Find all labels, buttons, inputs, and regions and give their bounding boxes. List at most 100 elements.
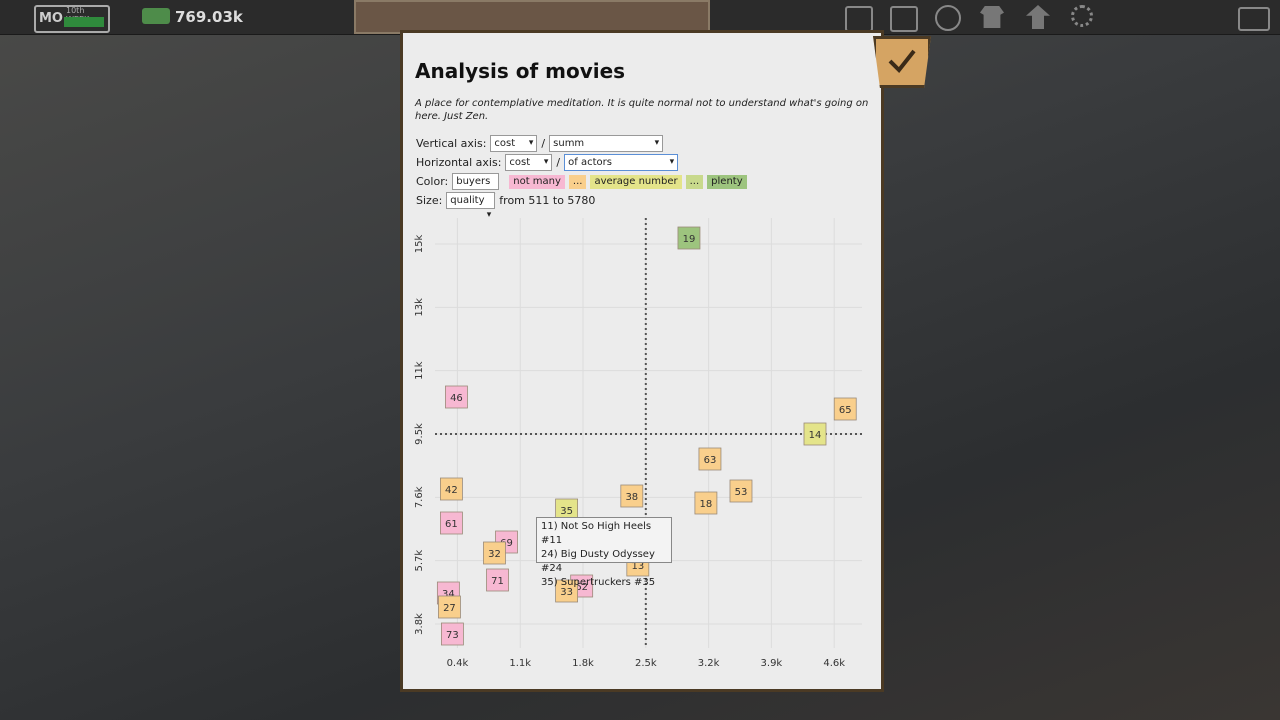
point: 32 xyxy=(483,541,506,565)
point-label: 63 xyxy=(704,455,717,466)
point-label: 19 xyxy=(683,234,696,245)
point-marker xyxy=(486,568,509,592)
point-label: 14 xyxy=(809,430,822,441)
point-marker xyxy=(729,479,753,503)
y-tick-label: 5.7k xyxy=(414,550,425,572)
point-label: 53 xyxy=(735,487,748,498)
legend-entry: not many xyxy=(509,174,565,189)
point-label: 69 xyxy=(500,538,513,549)
tooltip-line: 11) Not So High Heels #11 xyxy=(541,521,652,546)
point-marker xyxy=(440,511,463,535)
separator: / xyxy=(556,156,561,169)
x-tick-label: 1.1k xyxy=(509,658,531,669)
point-marker xyxy=(438,595,461,619)
confirm-button[interactable] xyxy=(873,36,931,88)
settings-icon[interactable] xyxy=(1071,5,1093,27)
calendar: MO 10th WEEK xyxy=(34,5,110,33)
point-label: 33 xyxy=(560,587,573,598)
select[interactable]: summ xyxy=(549,135,664,152)
horizontal-axis-row: Horizontal axis: cost / of actors xyxy=(416,154,679,171)
label: Horizontal axis: xyxy=(416,156,502,169)
label: Size: xyxy=(416,194,443,207)
point: 38 xyxy=(620,484,644,508)
point-marker xyxy=(803,422,827,446)
point: 46 xyxy=(445,385,468,409)
y-tick-label: 13k xyxy=(414,298,425,317)
select[interactable]: quality xyxy=(446,192,496,223)
legend-entry: average number xyxy=(590,174,682,189)
point-marker xyxy=(440,477,463,501)
x-tick-label: 3.9k xyxy=(761,658,783,669)
vertical-axis-row: Vertical axis: cost / summ xyxy=(416,135,664,152)
point-marker xyxy=(555,579,578,603)
menu-icon[interactable] xyxy=(980,6,1004,28)
point: 73 xyxy=(441,622,464,646)
point: 14 xyxy=(803,422,827,446)
point-label: 38 xyxy=(625,492,638,503)
tooltip-line: 24) Big Dusty Odyssey #24 xyxy=(541,549,655,574)
dialog-title: Analysis of movies xyxy=(415,59,626,83)
description: A place for contemplative meditation. It… xyxy=(415,98,869,122)
point-marker xyxy=(694,491,718,515)
point-label: 61 xyxy=(445,519,458,530)
x-tick-label: 0.4k xyxy=(447,658,469,669)
y-tick-label: 15k xyxy=(414,235,425,254)
point-marker xyxy=(833,397,857,421)
tooltip-line: 35) Supertruckers #35 xyxy=(541,577,656,588)
time-display xyxy=(64,17,104,27)
menu-icon[interactable] xyxy=(935,5,961,31)
point: 65 xyxy=(833,397,857,421)
label: Vertical axis: xyxy=(416,137,487,150)
point-label: 73 xyxy=(446,630,459,641)
select[interactable]: buyers xyxy=(452,173,500,204)
x-tick-label: 1.8k xyxy=(572,658,594,669)
point: 63 xyxy=(698,447,722,471)
point: 71 xyxy=(486,568,509,592)
point-label: 46 xyxy=(450,393,463,404)
point-label: 27 xyxy=(443,603,456,614)
point-label: 65 xyxy=(839,405,852,416)
legend-entry: plenty xyxy=(707,174,747,189)
tooltip: 11) Not So High Heels #11 24) Big Dusty O… xyxy=(536,517,672,588)
point: 61 xyxy=(440,511,463,535)
money-icon xyxy=(142,8,170,24)
x-tick-label: 4.6k xyxy=(823,658,845,669)
point: 27 xyxy=(438,595,461,619)
point-label: 71 xyxy=(491,576,504,587)
point-marker xyxy=(445,385,468,409)
select[interactable]: cost xyxy=(505,154,553,171)
menu-icon[interactable] xyxy=(890,6,918,32)
day: MO xyxy=(39,11,63,26)
point-marker xyxy=(620,484,644,508)
separator: / xyxy=(541,137,546,150)
color-row: Color: buyers not many...average number.… xyxy=(416,173,747,204)
legend-entry: ... xyxy=(568,174,587,189)
point: 18 xyxy=(694,491,718,515)
point-label: 42 xyxy=(445,485,458,496)
size-row: Size: quality from 511 to 5780 xyxy=(416,192,595,223)
checkmark-icon xyxy=(888,49,916,74)
point: 19 xyxy=(677,226,701,250)
point: 33 xyxy=(555,579,578,603)
y-tick-label: 9.5k xyxy=(414,423,425,445)
point-marker xyxy=(483,541,506,565)
select[interactable]: cost xyxy=(490,135,538,152)
point-label: 32 xyxy=(488,549,501,560)
y-tick-label: 11k xyxy=(414,361,425,380)
point-label: 13 xyxy=(631,561,644,572)
point-marker xyxy=(441,622,464,646)
point-label: 18 xyxy=(700,499,713,510)
point-marker xyxy=(698,447,722,471)
point-marker xyxy=(677,226,701,250)
point-label: 62 xyxy=(575,582,588,593)
select[interactable]: of actors xyxy=(564,154,679,171)
menu-icon[interactable] xyxy=(1238,7,1270,31)
point: 42 xyxy=(440,477,463,501)
point: 53 xyxy=(729,479,753,503)
legend-entry: ... xyxy=(685,174,704,189)
point-label: 35 xyxy=(560,506,573,517)
label: Color: xyxy=(416,175,449,188)
x-tick-label: 2.5k xyxy=(635,658,657,669)
